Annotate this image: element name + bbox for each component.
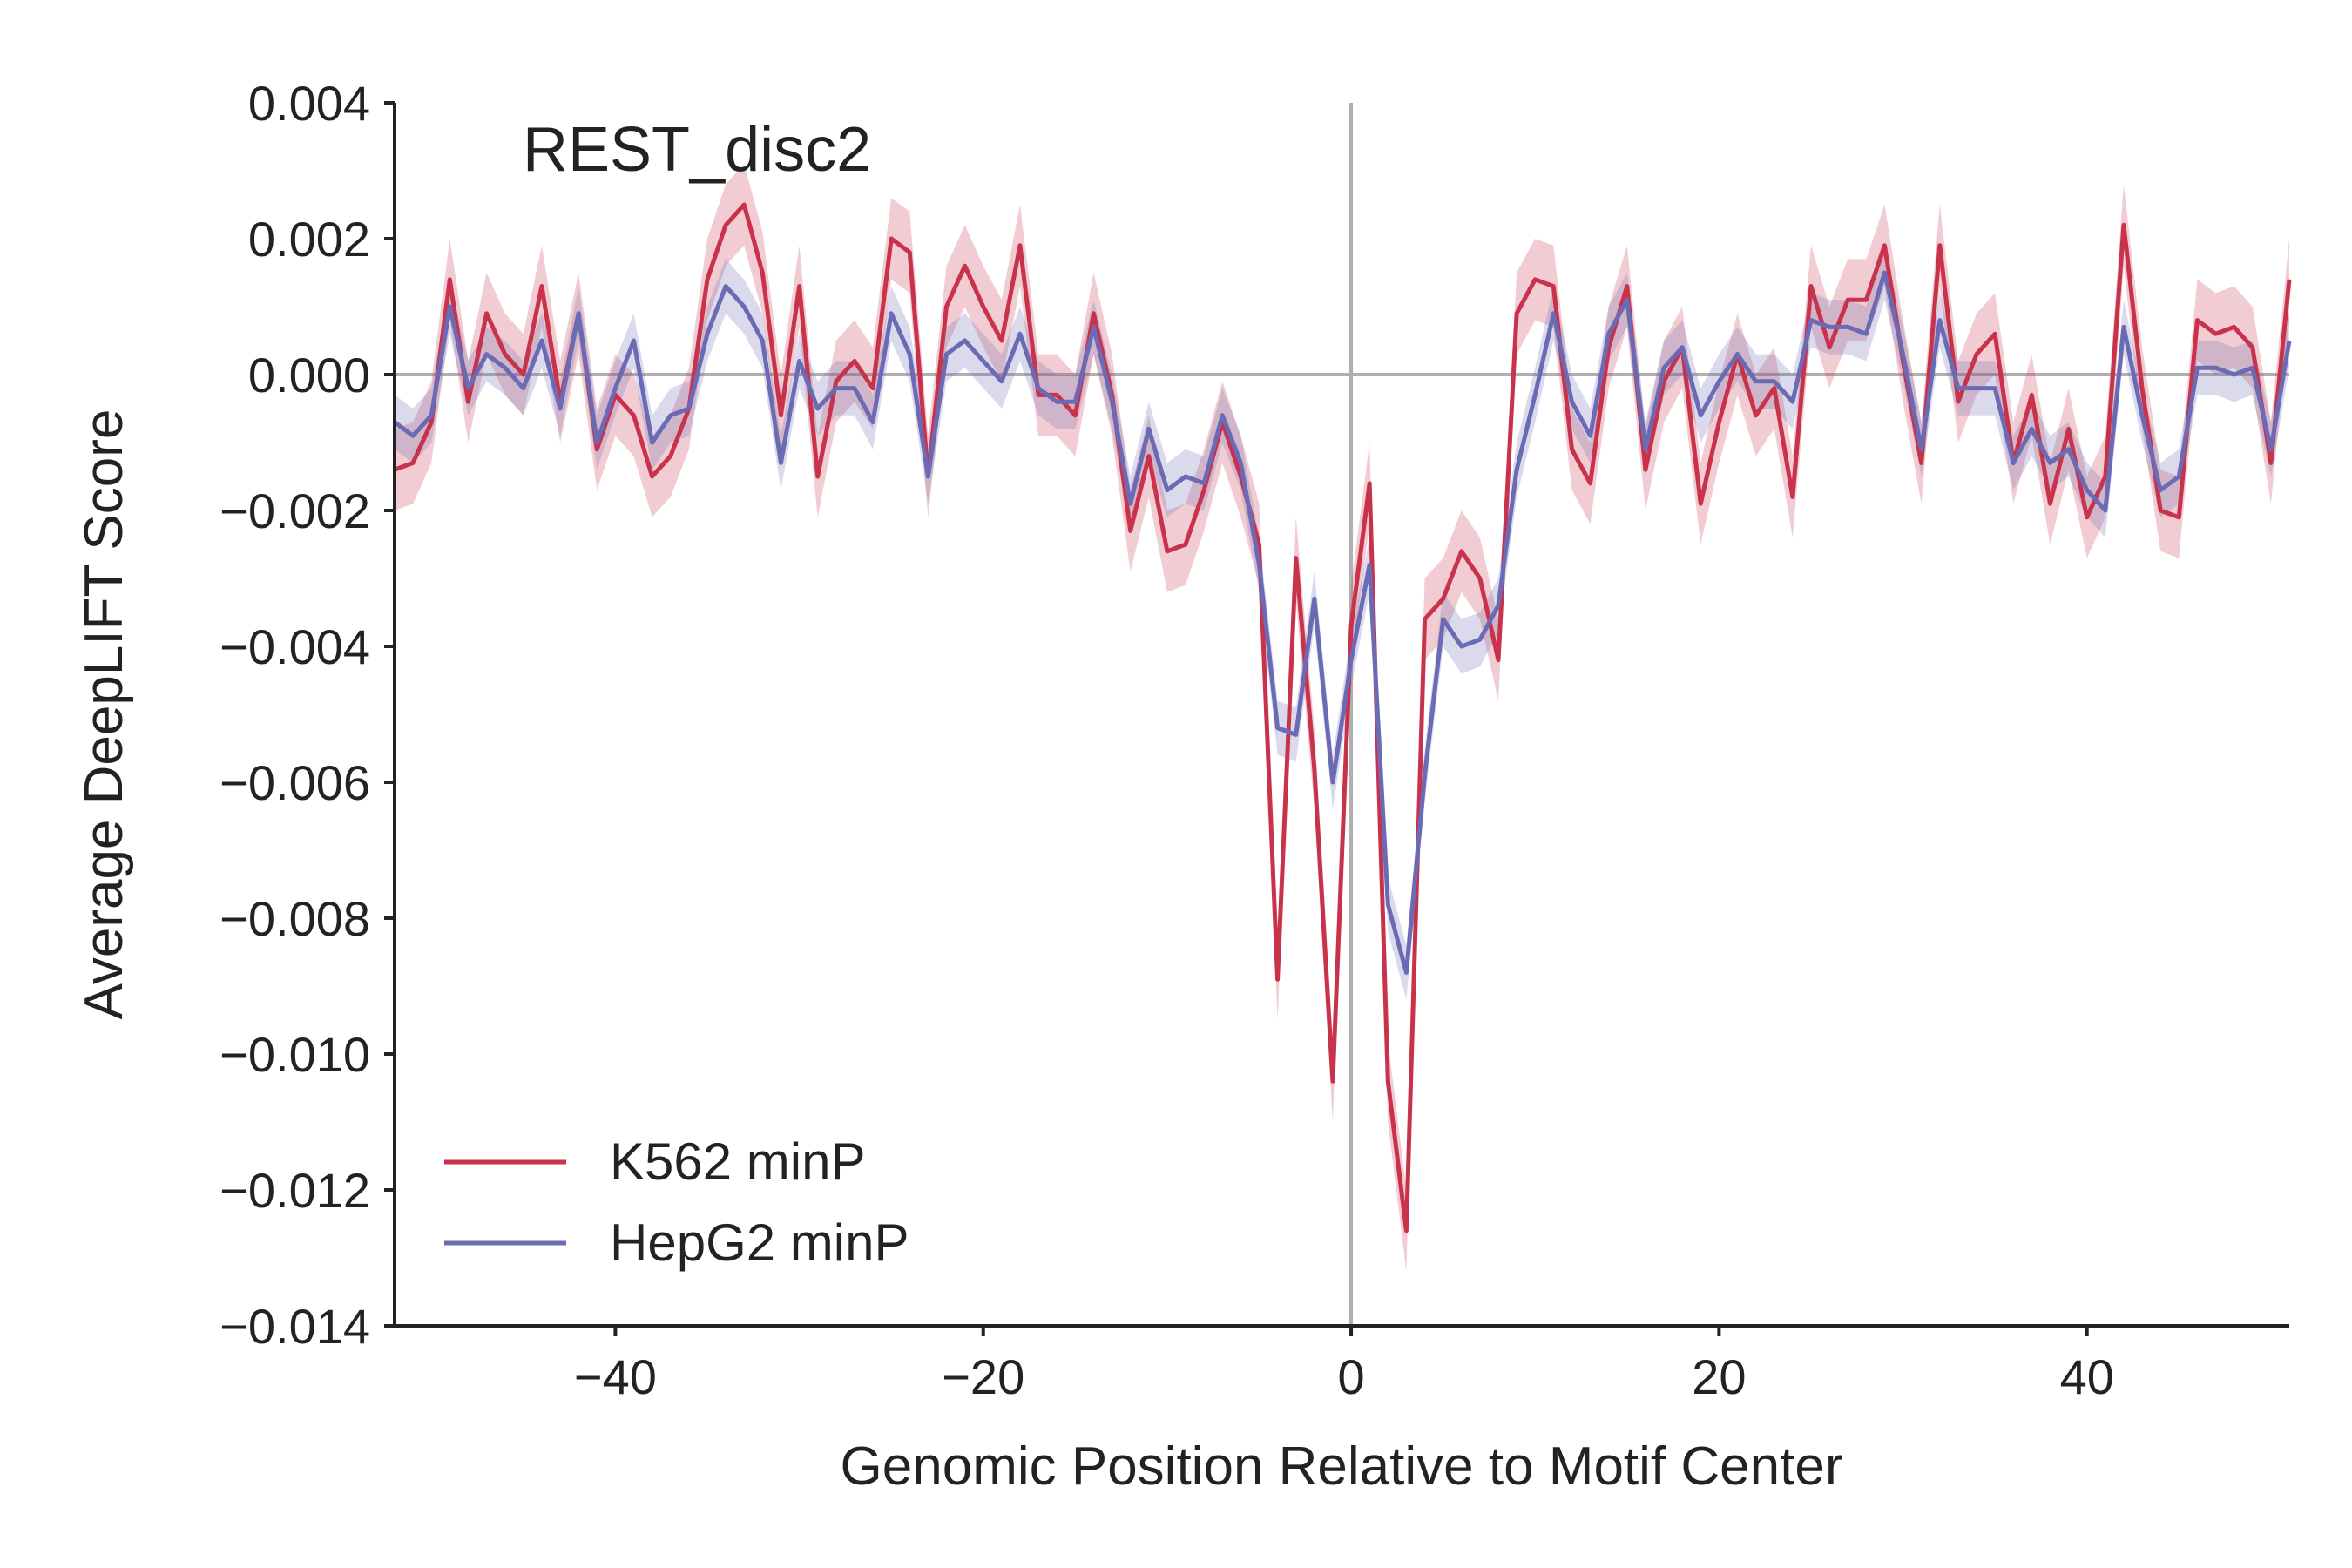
y-tick-label: −0.008 bbox=[220, 891, 370, 946]
reference-lines bbox=[395, 103, 2289, 1326]
y-tick-label: −0.002 bbox=[220, 483, 370, 538]
x-axis-label: Genomic Position Relative to Motif Cente… bbox=[841, 1436, 1843, 1497]
y-tick-label: −0.012 bbox=[220, 1163, 370, 1218]
y-tick-label: −0.014 bbox=[220, 1299, 370, 1354]
series-line-k562-minp bbox=[394, 202, 2292, 1233]
legend-label-hepg2: HepG2 minP bbox=[610, 1213, 909, 1272]
series-lines bbox=[393, 202, 2292, 1233]
y-tick-label: −0.010 bbox=[220, 1027, 370, 1082]
x-tick-label: 40 bbox=[2060, 1349, 2114, 1404]
confidence-bands bbox=[395, 164, 2289, 1272]
y-tick-label: −0.004 bbox=[220, 619, 370, 674]
y-tick-label: 0.004 bbox=[248, 76, 370, 131]
legend-label-k562: K562 minP bbox=[610, 1132, 866, 1191]
band-hepg2-minp bbox=[395, 245, 2289, 1000]
y-axis-ticks: 0.004 0.002 0.000 −0.002 −0.004 −0.006 −0.008 −… bbox=[220, 76, 395, 1354]
y-tick-label: 0.002 bbox=[248, 212, 370, 267]
x-tick-label: −40 bbox=[574, 1349, 657, 1404]
y-tick-label: −0.006 bbox=[220, 755, 370, 810]
axes bbox=[393, 103, 2289, 1328]
y-axis-label: Average DeepLIFT Score bbox=[74, 409, 134, 1020]
x-tick-label: −20 bbox=[942, 1349, 1024, 1404]
x-tick-label: 0 bbox=[1337, 1349, 1364, 1404]
y-tick-label: 0.000 bbox=[248, 348, 370, 402]
legend: K562 minP HepG2 minP bbox=[444, 1132, 909, 1272]
x-axis-ticks: −40 −20 0 20 40 bbox=[574, 1326, 2114, 1404]
x-tick-label: 20 bbox=[1692, 1349, 1746, 1404]
series-line-hepg2-minp bbox=[393, 270, 2292, 975]
chart-title: REST_disc2 bbox=[523, 115, 871, 185]
